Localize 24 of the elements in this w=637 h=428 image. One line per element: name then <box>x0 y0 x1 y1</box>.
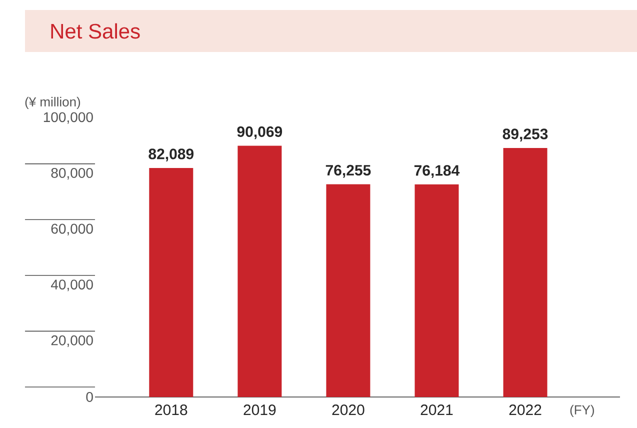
y-axis-title: (¥ million) <box>25 96 80 110</box>
data-label: 82,089 <box>148 148 194 162</box>
x-tick-label: 2020 <box>332 404 364 416</box>
data-label: 76,255 <box>326 164 371 178</box>
x-tick-label: 2021 <box>420 404 453 416</box>
data-label: 76,184 <box>414 165 460 178</box>
y-tick-label: 40,000 <box>50 280 93 292</box>
bar <box>238 146 282 397</box>
y-tick-label: 60,000 <box>51 224 93 236</box>
bar <box>326 184 370 397</box>
x-tick-label: 2019 <box>244 404 276 416</box>
data-label: 90,069 <box>237 126 282 140</box>
x-axis-title: (FY) <box>570 404 594 418</box>
y-tick-label: 100,000 <box>44 112 93 124</box>
data-label: 89,253 <box>502 128 548 142</box>
bar <box>414 184 459 397</box>
y-tick-label: 20,000 <box>51 335 93 347</box>
y-tick-label: 0 <box>86 392 93 402</box>
x-tick-label: 2022 <box>509 404 542 416</box>
bar <box>503 148 548 397</box>
y-tick-label: 80,000 <box>51 168 93 180</box>
chart-title: Net Sales <box>51 23 140 39</box>
bar <box>149 168 194 397</box>
x-tick-label: 2018 <box>155 404 188 416</box>
